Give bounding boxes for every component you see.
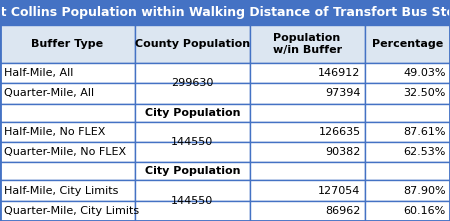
Bar xyxy=(250,0,364,25)
Bar xyxy=(0,0,135,25)
Bar xyxy=(364,63,450,83)
Bar xyxy=(135,122,250,142)
Bar xyxy=(250,180,364,201)
Text: Half-Mile, City Limits: Half-Mile, City Limits xyxy=(4,186,118,196)
Text: Percentage: Percentage xyxy=(372,39,443,49)
Text: 49.03%: 49.03% xyxy=(404,68,446,78)
Bar xyxy=(250,63,364,83)
Bar xyxy=(135,0,250,25)
Bar xyxy=(250,142,364,162)
Text: 32.50%: 32.50% xyxy=(404,88,446,98)
Text: Quarter-Mile, No FLEX: Quarter-Mile, No FLEX xyxy=(4,147,126,157)
Bar xyxy=(0,180,135,201)
Bar xyxy=(364,0,450,25)
Bar xyxy=(250,25,364,63)
Text: City Population: City Population xyxy=(144,108,240,118)
Text: Buffer Type: Buffer Type xyxy=(32,39,104,49)
Bar xyxy=(364,122,450,142)
Bar xyxy=(250,162,364,180)
Text: Quarter-Mile, City Limits: Quarter-Mile, City Limits xyxy=(4,206,139,216)
Text: 90382: 90382 xyxy=(325,147,360,157)
Bar xyxy=(135,63,250,83)
Text: 144550: 144550 xyxy=(171,196,213,206)
Bar xyxy=(364,201,450,221)
Bar xyxy=(250,201,364,221)
Text: 87.90%: 87.90% xyxy=(403,186,446,196)
Bar xyxy=(135,180,250,201)
Bar xyxy=(364,162,450,180)
Bar xyxy=(0,104,135,122)
Bar xyxy=(0,201,135,221)
Text: Half-Mile, All: Half-Mile, All xyxy=(4,68,73,78)
Bar xyxy=(250,122,364,142)
Text: 144550: 144550 xyxy=(171,137,213,147)
Bar xyxy=(250,104,364,122)
Text: Quarter-Mile, All: Quarter-Mile, All xyxy=(4,88,94,98)
Bar xyxy=(250,83,364,104)
Bar xyxy=(364,180,450,201)
Bar xyxy=(0,63,135,83)
Text: 126635: 126635 xyxy=(319,127,360,137)
Text: 127054: 127054 xyxy=(318,186,360,196)
Bar xyxy=(0,83,135,104)
Text: Fort Collins Population within Walking Distance of Transfort Bus Stops: Fort Collins Population within Walking D… xyxy=(0,6,450,19)
Bar xyxy=(135,162,250,180)
Bar xyxy=(135,201,250,221)
Bar xyxy=(364,25,450,63)
Text: 62.53%: 62.53% xyxy=(404,147,446,157)
Bar xyxy=(0,122,135,142)
Bar xyxy=(364,83,450,104)
Text: County Population: County Population xyxy=(135,39,250,49)
Text: 60.16%: 60.16% xyxy=(404,206,446,216)
Bar xyxy=(364,104,450,122)
Bar xyxy=(0,162,135,180)
Bar xyxy=(364,142,450,162)
Text: Population
w/in Buffer: Population w/in Buffer xyxy=(273,33,342,55)
Text: City Population: City Population xyxy=(144,166,240,176)
Bar xyxy=(135,142,250,162)
Bar xyxy=(135,83,250,104)
Bar xyxy=(0,25,135,63)
Text: 97394: 97394 xyxy=(325,88,360,98)
Bar xyxy=(135,25,250,63)
Text: 299630: 299630 xyxy=(171,78,214,88)
Text: 146912: 146912 xyxy=(318,68,360,78)
Bar xyxy=(0,142,135,162)
Text: 87.61%: 87.61% xyxy=(404,127,446,137)
Text: 86962: 86962 xyxy=(325,206,360,216)
Text: Half-Mile, No FLEX: Half-Mile, No FLEX xyxy=(4,127,105,137)
Bar xyxy=(135,104,250,122)
